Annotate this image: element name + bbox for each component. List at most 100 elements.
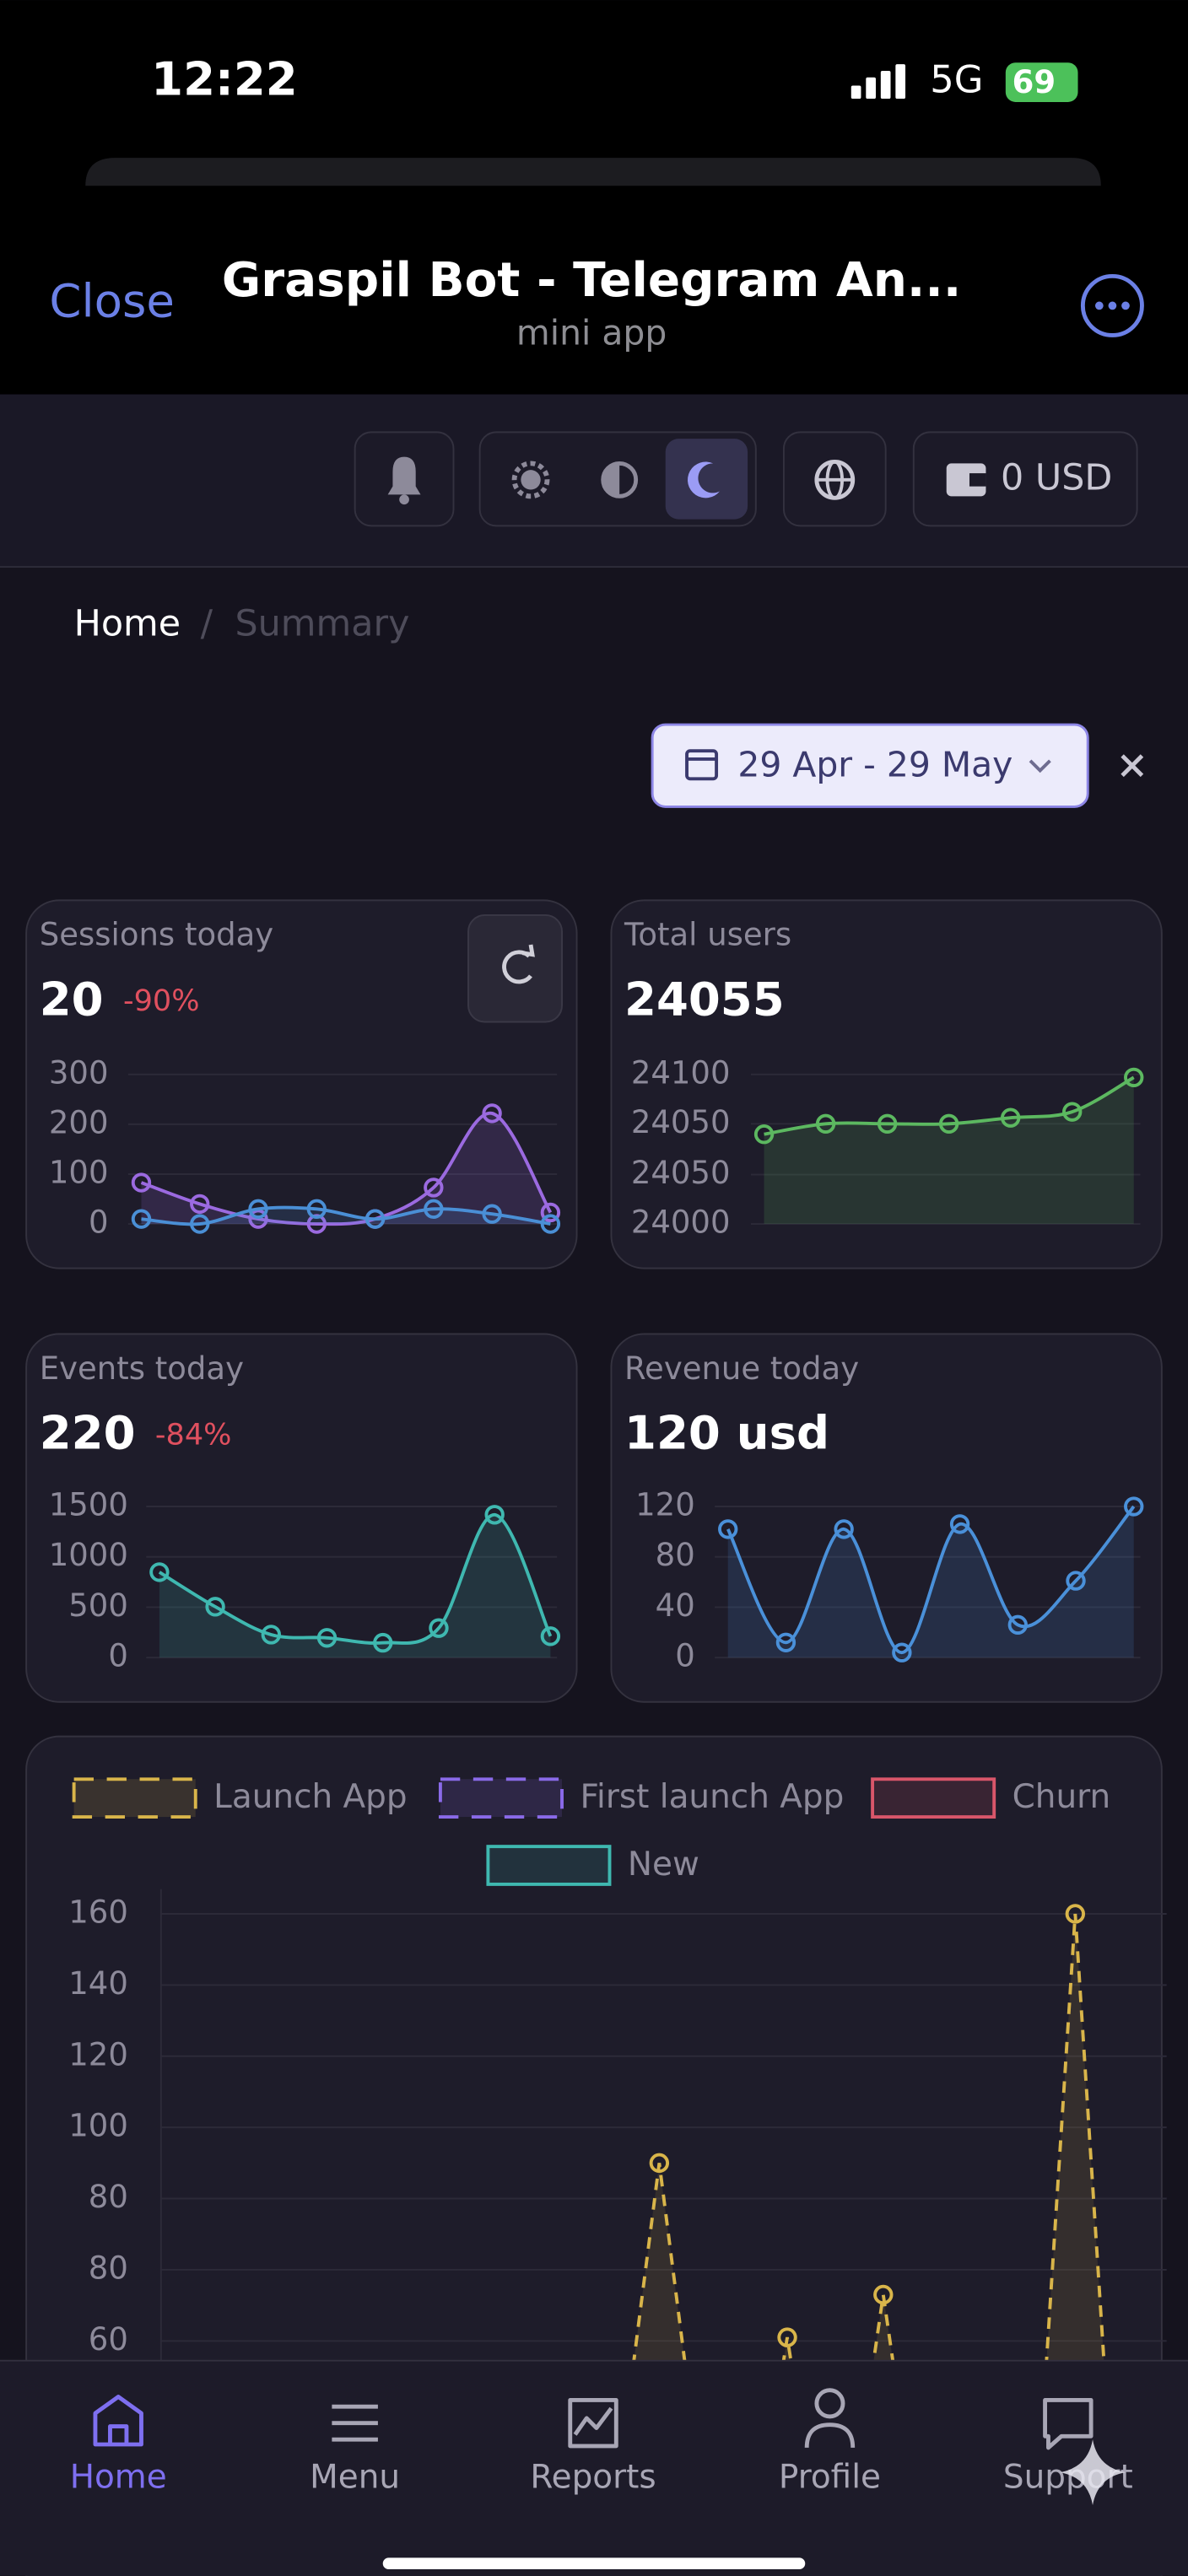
date-picker[interactable]: 29 Apr - 29 May xyxy=(651,723,1089,808)
y-tick-label: 24050 xyxy=(631,1104,731,1140)
card-title: Sessions today xyxy=(40,917,273,953)
nav-label[interactable]: Reports xyxy=(530,2458,656,2496)
point xyxy=(1000,1107,1021,1128)
point xyxy=(777,2327,797,2347)
nav-label[interactable]: Menu xyxy=(310,2458,400,2496)
y-tick-label: 80 xyxy=(89,2179,128,2215)
point xyxy=(649,2153,670,2174)
line xyxy=(158,1512,553,1645)
point xyxy=(892,1642,912,1663)
legend-swatch xyxy=(72,1777,197,1819)
sheet-handle xyxy=(85,158,1101,186)
point xyxy=(540,1626,561,1646)
y-tick-label: 24100 xyxy=(631,1054,731,1091)
point xyxy=(190,1194,210,1215)
line xyxy=(726,1505,1136,1655)
point xyxy=(373,1632,393,1653)
point xyxy=(1007,1614,1028,1636)
y-tick-label: 1000 xyxy=(49,1537,128,1573)
more-button[interactable] xyxy=(1080,273,1144,337)
breadcrumb-home[interactable]: Home xyxy=(74,603,181,645)
point xyxy=(316,1628,338,1648)
card-value: 20 xyxy=(40,972,104,1026)
plot xyxy=(632,1904,1106,2361)
line xyxy=(141,1205,551,1226)
activity-chart: Launch App First launch App Churn New 60 80 80… xyxy=(68,1777,1167,2366)
point xyxy=(1065,1904,1086,1924)
signal xyxy=(850,64,906,100)
home-indicator xyxy=(382,2557,806,2570)
point xyxy=(540,1214,561,1234)
card-change: -84% xyxy=(155,1417,232,1452)
nav-label[interactable]: Support xyxy=(1003,2458,1133,2496)
language-button[interactable] xyxy=(782,431,887,527)
point xyxy=(775,1632,796,1652)
y-tick-label: 1500 xyxy=(49,1487,128,1523)
area xyxy=(159,1514,551,1658)
area xyxy=(634,1913,1104,2361)
legend-label[interactable]: Churn xyxy=(1012,1778,1111,1816)
y-tick-label: 0 xyxy=(89,1204,109,1241)
card-title: Events today xyxy=(40,1350,244,1387)
point xyxy=(873,2284,894,2305)
legend-label[interactable]: First launch App xyxy=(580,1778,844,1816)
nav: Home Menu Reports Profile Support xyxy=(70,2388,1133,2506)
close-button[interactable]: Close xyxy=(49,274,175,328)
card-change: -90% xyxy=(123,984,200,1018)
y-tick-label: 0 xyxy=(108,1638,128,1674)
card xyxy=(25,899,578,1269)
refresh-icon xyxy=(502,950,532,984)
battery-level: 69 xyxy=(1012,64,1056,100)
nav-icon xyxy=(568,2397,618,2449)
point xyxy=(248,1209,268,1229)
refresh-button[interactable] xyxy=(467,913,563,1023)
point xyxy=(190,1214,210,1234)
card-title: Revenue today xyxy=(624,1350,859,1387)
point xyxy=(949,1514,970,1534)
cards: Sessions today 20 -90% 0 100 200 300 Total user… xyxy=(25,899,1163,1703)
y-tick-label: 0 xyxy=(675,1638,695,1674)
y-tick-label: 40 xyxy=(656,1587,695,1624)
app-title: Graspil Bot - Telegram An... xyxy=(222,253,961,308)
y-tick-label: 80 xyxy=(656,1537,695,1573)
point xyxy=(1066,1571,1086,1591)
dark-theme-button[interactable] xyxy=(665,439,748,520)
point xyxy=(424,1178,444,1198)
point xyxy=(938,1113,959,1134)
card xyxy=(610,1333,1163,1703)
refresh-arrow xyxy=(521,944,535,957)
point xyxy=(484,1505,505,1525)
point xyxy=(482,1204,502,1224)
wallet-button[interactable]: 0 USD xyxy=(912,431,1138,527)
light-theme-button[interactable] xyxy=(511,461,550,499)
notifications-button[interactable] xyxy=(354,431,455,527)
point xyxy=(149,1562,170,1582)
clear-date[interactable] xyxy=(1120,754,1144,778)
card-title: Total users xyxy=(624,917,791,953)
card-value: 220 xyxy=(40,1405,136,1459)
y-tick-label: 300 xyxy=(49,1054,109,1091)
legend-swatch xyxy=(486,1845,612,1886)
point xyxy=(205,1597,225,1617)
auto-theme-button[interactable] xyxy=(601,461,639,498)
legend-swatch xyxy=(438,1777,564,1819)
y-tick-label: 24000 xyxy=(631,1204,731,1241)
y-tick-label: 80 xyxy=(89,2250,128,2286)
battery xyxy=(1005,62,1078,102)
y-tick-label: 120 xyxy=(635,1487,695,1523)
point xyxy=(834,1519,854,1539)
y-tick-label: 120 xyxy=(68,2036,128,2072)
legend-label[interactable]: Launch App xyxy=(213,1778,407,1816)
nav-label[interactable]: Profile xyxy=(779,2458,881,2496)
top-bar xyxy=(0,0,1188,395)
y-tick-label: 100 xyxy=(49,1154,109,1190)
nav-label[interactable]: Home xyxy=(70,2458,167,2496)
point xyxy=(261,1625,282,1645)
point xyxy=(877,1113,898,1134)
area xyxy=(141,1113,551,1225)
app-subtitle: mini app xyxy=(516,312,667,353)
point xyxy=(306,1199,327,1220)
legend-label[interactable]: New xyxy=(628,1846,699,1883)
